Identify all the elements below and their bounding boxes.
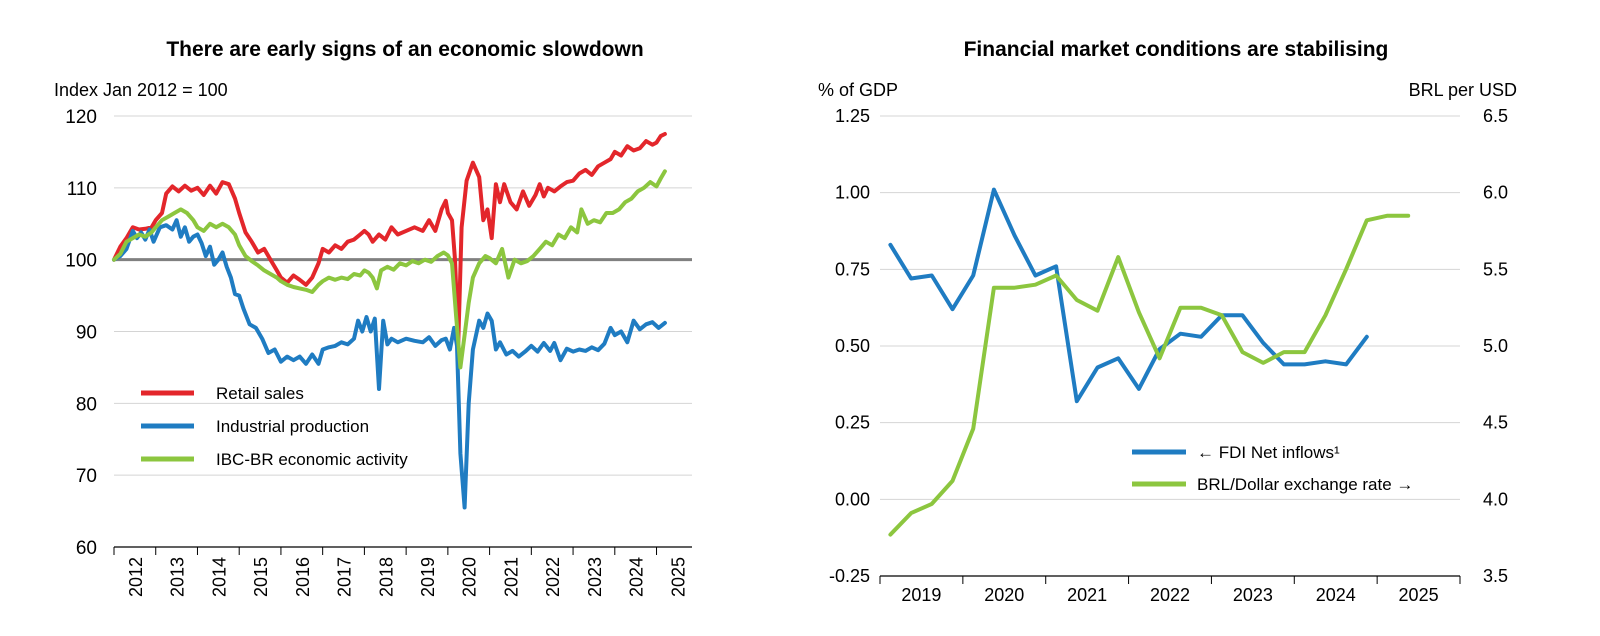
series-line [888,187,1369,404]
legend-label: BRL/Dollar exchange rate → [1197,475,1413,494]
series-lines [112,132,667,510]
gridlines [114,115,692,476]
chart-financial-conditions: Financial market conditions are stabilis… [818,38,1517,605]
y2-tick-label: 6.5 [1483,106,1508,126]
x-tick-label: 2019 [418,557,438,597]
y-tick-label: 100 [65,251,97,272]
y2-tick-label: 6.0 [1483,183,1508,203]
x-tick-label: 2019 [901,585,941,605]
x-tick-label: 2012 [126,557,146,597]
y-axis-ticks: 60 70 80 90 100 110 120 [65,107,97,559]
x-tick-label: 2024 [627,557,647,597]
y-tick-label: 60 [76,538,97,559]
series-line [112,132,667,345]
legend-label: Industrial production [216,417,369,436]
legend: ← FDI Net inflows¹ BRL/Dollar exchange ra… [1132,443,1413,494]
x-tick-label: 2022 [1150,585,1190,605]
y-axis-ticks-right: 3.5 4.0 4.5 5.0 5.5 6.0 6.5 [1483,106,1508,586]
y-tick-label: 0.75 [835,259,870,279]
y-tick-label: 70 [76,466,97,487]
x-tick-label: 2014 [209,557,229,597]
x-tick-label: 2023 [585,557,605,597]
y2-tick-label: 3.5 [1483,566,1508,586]
series-line [888,213,1411,537]
x-tick-label: 2020 [984,585,1024,605]
x-axis: 2019 2020 2021 2022 2023 2024 2025 [879,575,1461,605]
y2-tick-label: 5.5 [1483,259,1508,279]
x-tick-label: 2024 [1316,585,1356,605]
x-tick-label: 2017 [335,557,355,597]
y-axis-ticks-left: -0.25 0.00 0.25 0.50 0.75 1.00 1.25 [829,106,870,586]
series-line [112,169,667,370]
y-tick-label: 0.25 [835,413,870,433]
x-tick-label: 2021 [501,557,521,597]
series-line [112,218,667,510]
x-tick-label: 2025 [1399,585,1439,605]
x-tick-label: 2015 [251,557,271,597]
x-tick-label: 2013 [168,557,188,597]
y2-tick-label: 4.5 [1483,413,1508,433]
x-tick-label: 2022 [543,557,563,597]
x-axis: 2012 2013 2014 2015 2016 2017 2018 2019 2020 2021… [113,546,692,597]
legend-label: Retail sales [216,384,304,403]
y-tick-label: 1.25 [835,106,870,126]
legend: Retail sales Industrial production IBC-BR … [141,384,408,469]
y-axis-label-left: % of GDP [818,80,898,100]
y-tick-label: 0.50 [835,336,870,356]
legend-label: IBC-BR economic activity [216,450,408,469]
y-axis-label: Index Jan 2012 = 100 [54,80,228,100]
chart-title: Financial market conditions are stabilis… [964,38,1389,61]
y2-tick-label: 5.0 [1483,336,1508,356]
x-tick-label: 2025 [668,557,688,597]
x-tick-label: 2016 [293,557,313,597]
y-tick-label: -0.25 [829,566,870,586]
y2-tick-label: 4.0 [1483,489,1508,509]
chart-economic-slowdown: There are early signs of an economic slo… [54,38,692,597]
y-tick-label: 0.00 [835,489,870,509]
y-tick-label: 110 [67,179,97,200]
y-axis-label-right: BRL per USD [1409,80,1517,100]
y-tick-label: 80 [76,394,97,415]
series-lines [888,187,1411,537]
y-tick-label: 90 [76,323,97,344]
legend-label: ← FDI Net inflows¹ [1197,443,1340,462]
x-tick-label: 2023 [1233,585,1273,605]
x-tick-label: 2021 [1067,585,1107,605]
x-tick-label: 2018 [376,557,396,597]
y-tick-label: 1.00 [835,183,870,203]
y-tick-label: 120 [65,107,97,128]
chart-title: There are early signs of an economic slo… [166,38,643,61]
x-tick-label: 2020 [460,557,480,597]
